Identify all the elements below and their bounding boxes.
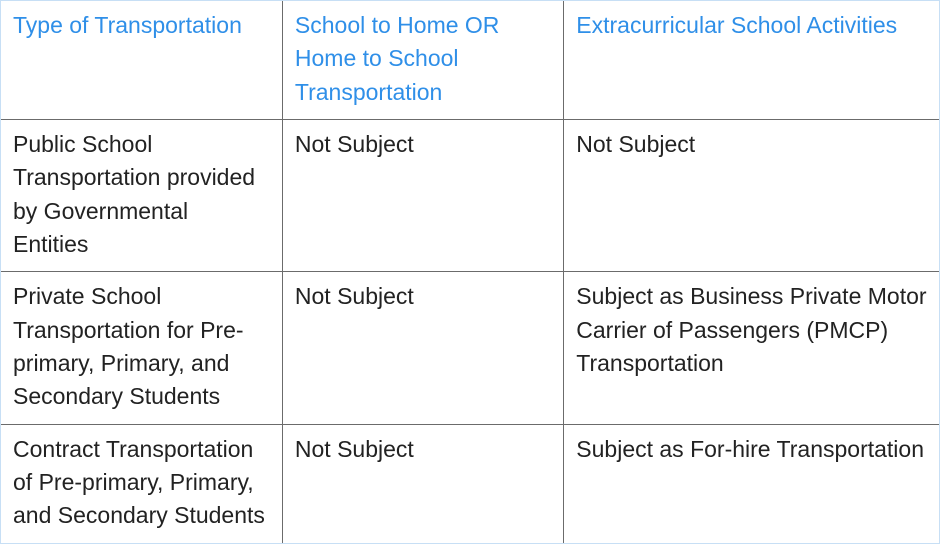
cell-type: Contract Transportation of Pre-primary, … [1,424,282,543]
table-row: Contract Transportation of Pre-primary, … [1,424,939,543]
transportation-table: Type of Transportation School to Home OR… [1,1,939,543]
col-header-type: Type of Transportation [1,1,282,120]
table-body: Public School Transportation provided by… [1,120,939,543]
cell-extracurricular: Subject as Business Private Motor Carrie… [564,272,939,424]
cell-type: Private School Transportation for Pre-pr… [1,272,282,424]
cell-home-school: Not Subject [282,120,563,272]
col-header-extracurricular: Extracurricular School Activities [564,1,939,120]
cell-extracurricular: Not Subject [564,120,939,272]
cell-home-school: Not Subject [282,424,563,543]
transportation-table-container: Type of Transportation School to Home OR… [0,0,940,544]
table-row: Public School Transportation provided by… [1,120,939,272]
table-header-row: Type of Transportation School to Home OR… [1,1,939,120]
cell-type: Public School Transportation provided by… [1,120,282,272]
cell-extracurricular: Subject as For-hire Transportation [564,424,939,543]
cell-home-school: Not Subject [282,272,563,424]
col-header-home-school: School to Home OR Home to School Transpo… [282,1,563,120]
table-row: Private School Transportation for Pre-pr… [1,272,939,424]
